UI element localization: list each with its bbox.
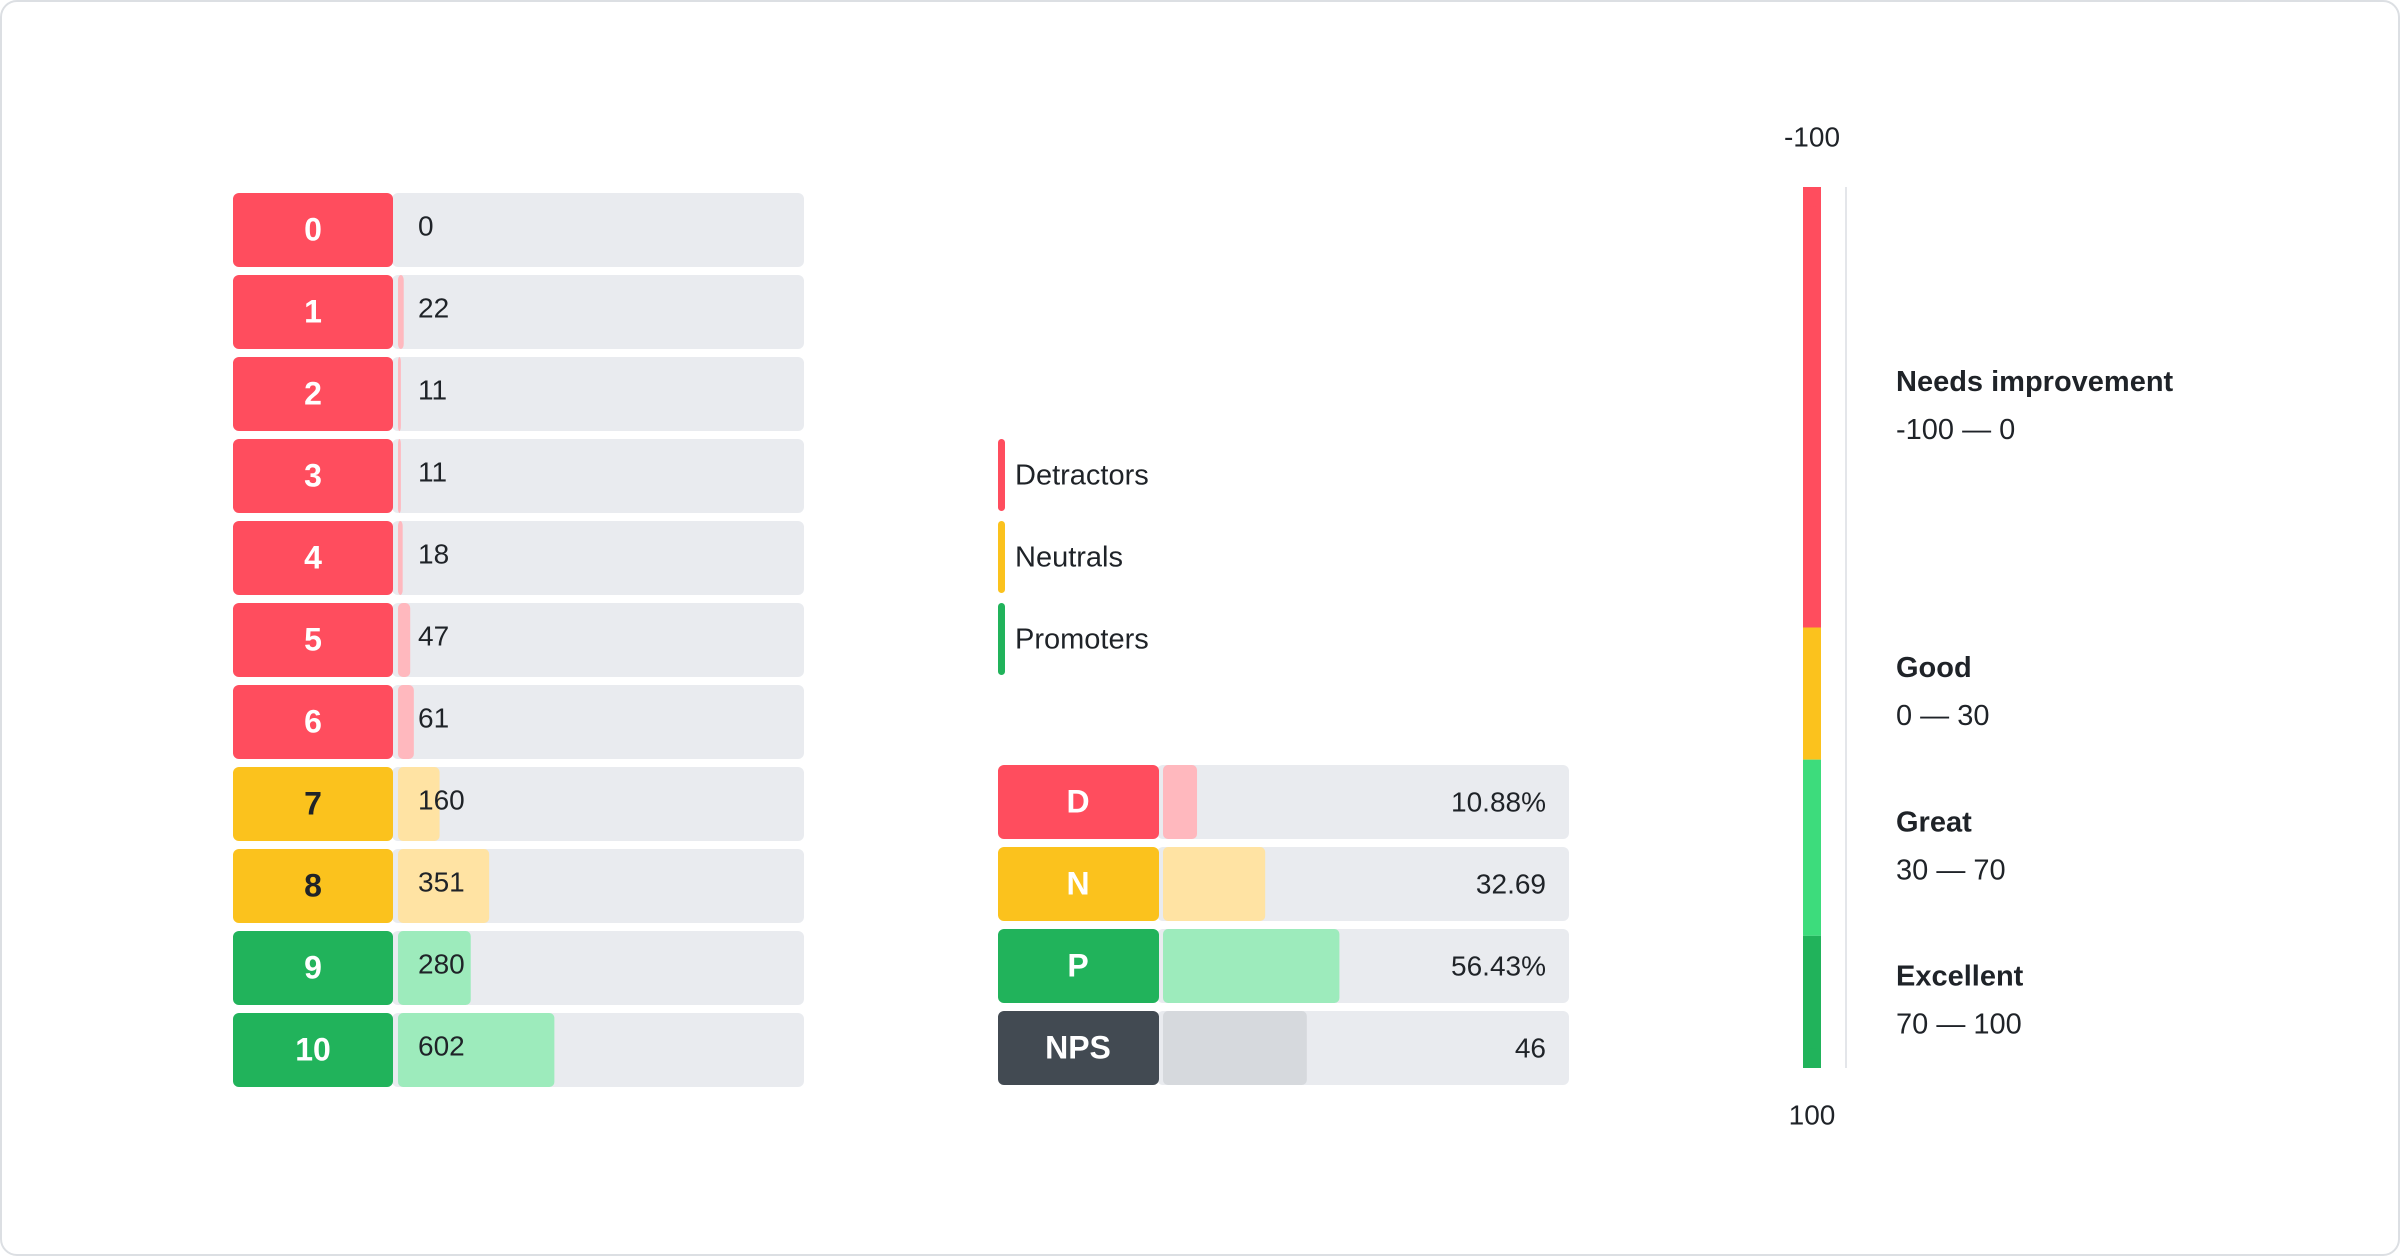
score-label-box bbox=[233, 685, 393, 759]
score-bar bbox=[398, 603, 411, 677]
summary-label-box bbox=[998, 765, 1159, 839]
score-label-box bbox=[233, 931, 393, 1005]
summary-value: 56.43% bbox=[1451, 950, 1546, 981]
scale-segment-range: 30 — 70 bbox=[1896, 854, 2006, 886]
score-value: 602 bbox=[418, 1030, 465, 1061]
summary-bar bbox=[1163, 765, 1198, 839]
summary-value: 10.88% bbox=[1451, 786, 1546, 817]
score-value: 22 bbox=[418, 292, 449, 323]
score-track bbox=[392, 931, 804, 1005]
score-label: 6 bbox=[304, 703, 322, 739]
summary-value: 46 bbox=[1515, 1032, 1546, 1063]
summary-bar bbox=[1163, 847, 1266, 921]
score-value: 11 bbox=[418, 374, 447, 405]
legend-label: Detractors bbox=[1015, 460, 1149, 492]
score-bar bbox=[398, 1013, 555, 1087]
scale-segment-range: 0 — 30 bbox=[1896, 700, 1990, 732]
score-label-box bbox=[233, 357, 393, 431]
summary-label: NPS bbox=[1045, 1029, 1111, 1065]
score-label: 8 bbox=[304, 867, 322, 903]
scale-cap bbox=[1803, 1048, 1821, 1068]
summary-label-box bbox=[998, 929, 1159, 1003]
legend-swatch bbox=[998, 521, 1005, 593]
score-value: 61 bbox=[418, 702, 449, 733]
score-bar bbox=[398, 767, 440, 841]
score-label: 10 bbox=[295, 1031, 331, 1067]
summary-label: P bbox=[1067, 947, 1088, 983]
score-label-box bbox=[233, 275, 393, 349]
score-bar bbox=[398, 931, 471, 1005]
summary-track bbox=[1157, 765, 1569, 839]
scale-end: 100 bbox=[1789, 1099, 1836, 1130]
score-bar bbox=[398, 275, 404, 349]
score-label-box bbox=[233, 603, 393, 677]
score-value: 0 bbox=[418, 210, 434, 241]
score-track bbox=[392, 439, 804, 513]
score-label: 9 bbox=[304, 949, 322, 985]
score-label-box bbox=[233, 439, 393, 513]
scale-start: -100 bbox=[1784, 121, 1840, 152]
score-label: 3 bbox=[304, 457, 322, 493]
scale-segment-name: Needs improvement bbox=[1896, 366, 2174, 398]
score-track bbox=[392, 521, 804, 595]
summary-label: N bbox=[1066, 865, 1089, 901]
score-label-box bbox=[233, 1013, 393, 1087]
scale-segment bbox=[1803, 187, 1821, 628]
legend-label: Neutrals bbox=[1015, 542, 1123, 574]
score-label-box bbox=[233, 849, 393, 923]
score-label-box bbox=[233, 521, 393, 595]
score-track bbox=[392, 357, 804, 431]
scale-segment-name: Good bbox=[1896, 652, 1972, 684]
summary-label-box bbox=[998, 1011, 1159, 1085]
score-bar bbox=[398, 439, 401, 513]
score-label: 4 bbox=[304, 539, 322, 575]
score-track bbox=[392, 685, 804, 759]
legend-swatch bbox=[998, 603, 1005, 675]
score-value: 351 bbox=[418, 866, 465, 897]
legend-swatch bbox=[998, 439, 1005, 511]
score-label: 0 bbox=[304, 211, 322, 247]
summary-label-box bbox=[998, 847, 1159, 921]
scale-segment bbox=[1803, 759, 1821, 936]
score-label-box bbox=[233, 193, 393, 267]
score-value: 11 bbox=[418, 456, 447, 487]
summary-bar bbox=[1163, 929, 1340, 1003]
scale-segment-range: 70 — 100 bbox=[1896, 1009, 2022, 1041]
score-value: 18 bbox=[418, 538, 449, 569]
score-track bbox=[392, 767, 804, 841]
score-track bbox=[392, 603, 804, 677]
score-track bbox=[392, 193, 804, 267]
scale-segment bbox=[1803, 935, 1821, 1068]
scale-segment-range: -100 — 0 bbox=[1896, 414, 2015, 446]
scale-segment bbox=[1803, 627, 1821, 760]
scale-segment-name: Excellent bbox=[1896, 961, 2024, 993]
score-label: 2 bbox=[304, 375, 322, 411]
score-value: 280 bbox=[418, 948, 465, 979]
score-label: 1 bbox=[304, 293, 322, 329]
summary-label: D bbox=[1066, 783, 1089, 819]
legend-label: Promoters bbox=[1015, 624, 1149, 656]
score-track bbox=[392, 849, 804, 923]
score-value: 160 bbox=[418, 784, 465, 815]
scale-cap bbox=[1803, 187, 1821, 207]
summary-bar bbox=[1163, 1011, 1307, 1085]
score-bar bbox=[398, 685, 414, 759]
scale-segment-name: Great bbox=[1896, 806, 1972, 838]
score-bar bbox=[398, 849, 490, 923]
score-track bbox=[392, 275, 804, 349]
score-label-box bbox=[233, 767, 393, 841]
score-bar bbox=[398, 521, 403, 595]
score-value: 47 bbox=[418, 620, 449, 651]
score-label: 7 bbox=[304, 785, 322, 821]
summary-value: 32.69 bbox=[1476, 868, 1546, 899]
score-bar bbox=[398, 357, 401, 431]
score-label: 5 bbox=[304, 621, 322, 657]
